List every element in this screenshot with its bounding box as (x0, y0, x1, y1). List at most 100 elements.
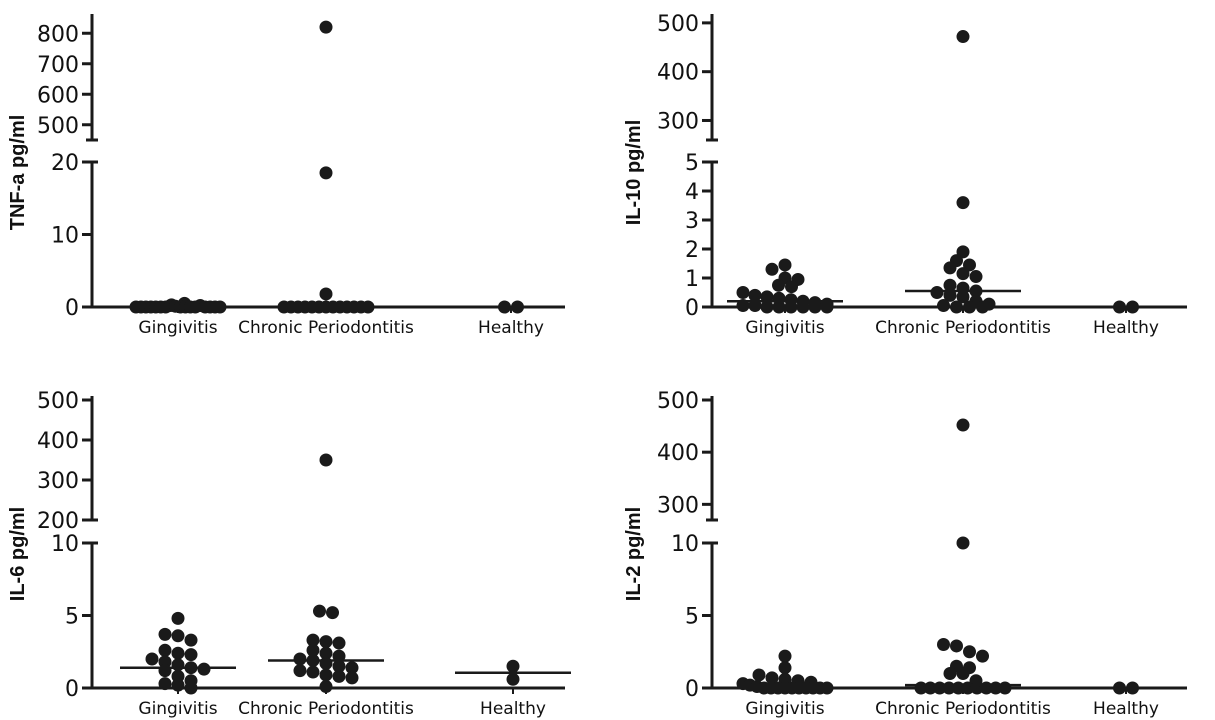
x-category-label: Gingivitis (138, 699, 217, 719)
y-tick-label: 10 (671, 532, 699, 557)
data-point (171, 629, 185, 643)
x-category-label: Chronic Periodontitis (875, 699, 1051, 719)
data-point (778, 258, 792, 272)
data-point (306, 665, 320, 679)
data-point (319, 668, 333, 682)
data-point (969, 270, 983, 284)
data-point (158, 664, 172, 678)
data-point (748, 288, 762, 302)
data-point (293, 652, 307, 666)
y-tick-label: 5 (685, 151, 699, 176)
data-point (772, 278, 785, 292)
data-point (306, 633, 320, 647)
y-axis-title: IL-10 pg/ml (623, 120, 645, 226)
data-point (319, 656, 333, 670)
data-point (506, 659, 520, 673)
data-point (752, 668, 766, 682)
data-point (976, 300, 989, 314)
data-point (998, 681, 1012, 695)
data-point (950, 300, 963, 314)
data-point (319, 453, 333, 467)
data-point (937, 638, 950, 651)
data-point (772, 300, 786, 314)
data-point (158, 643, 172, 657)
data-point (171, 646, 185, 660)
y-axis-title: IL-6 pg/ml (7, 507, 29, 601)
y-tick-label: 5 (65, 605, 79, 630)
data-point (158, 677, 172, 691)
data-point (778, 649, 792, 663)
chart-panel-1: 0 10 20 500 600 700 800 Gingivitis Chronic Perio… (7, 14, 565, 338)
y-tick-label: 2 (685, 238, 699, 263)
chart-panel-2: 0 1 2 3 4 5 300 400 500 Gingivitis Chronic Periodo… (623, 12, 1187, 338)
data-point (956, 196, 970, 210)
data-point (332, 669, 346, 683)
y-axis-title: IL-2 pg/ml (623, 507, 645, 601)
data-point (506, 672, 520, 686)
y-tick-label: 200 (37, 509, 79, 534)
x-category-label: Gingivitis (745, 699, 824, 719)
data-point (1126, 681, 1139, 695)
data-point (963, 300, 976, 314)
y-tick-label: 300 (657, 493, 699, 518)
y-tick-label: 3 (685, 209, 699, 234)
data-point (511, 300, 524, 314)
data-point (784, 300, 798, 314)
data-point (956, 667, 970, 680)
data-point (1126, 300, 1139, 314)
x-category-label: Chronic Periodontitis (875, 318, 1051, 338)
data-point (171, 678, 185, 692)
chart-panel-4: 0 5 10 300 400 500 Gingivitis Chronic Periodont… (623, 389, 1187, 719)
data-point (158, 627, 172, 641)
y-tick-label: 500 (657, 12, 699, 37)
data-point (976, 649, 989, 663)
data-point (796, 300, 810, 314)
data-point (765, 671, 779, 685)
y-tick-label: 0 (65, 677, 79, 702)
data-point (319, 166, 333, 180)
data-point (197, 662, 211, 676)
y-tick-label: 400 (37, 429, 79, 454)
data-point (956, 536, 970, 550)
y-tick-label: 500 (37, 114, 79, 139)
y-tick-label: 10 (51, 224, 79, 249)
y-tick-label: 0 (685, 296, 699, 321)
x-category-label: Chronic Periodontitis (238, 318, 414, 338)
data-point (313, 604, 326, 618)
data-point (498, 300, 511, 314)
data-point (930, 286, 944, 299)
x-category-label: Healthy (1093, 318, 1159, 338)
data-point (293, 664, 307, 678)
data-point (306, 643, 320, 657)
x-category-label: Gingivitis (138, 318, 217, 338)
data-point (319, 646, 333, 660)
data-point (319, 287, 333, 301)
data-point (319, 680, 333, 694)
data-point (943, 278, 957, 292)
data-point (319, 20, 333, 34)
data-point (332, 659, 346, 673)
y-tick-label: 600 (37, 83, 79, 108)
data-point (943, 261, 957, 275)
data-point (345, 661, 359, 675)
data-point (808, 300, 822, 314)
x-category-label: Gingivitis (745, 318, 824, 338)
data-point (184, 648, 198, 662)
data-point (326, 606, 339, 620)
data-point (184, 681, 198, 695)
y-tick-label: 20 (51, 151, 79, 176)
y-tick-label: 700 (37, 53, 79, 78)
y-tick-label: 500 (657, 389, 699, 414)
y-tick-label: 400 (657, 441, 699, 466)
data-point (956, 418, 970, 432)
data-point (778, 661, 792, 675)
data-point (736, 286, 750, 299)
x-category-label: Healthy (478, 318, 544, 338)
y-tick-label: 5 (685, 605, 699, 630)
data-point (760, 300, 774, 314)
y-tick-label: 800 (37, 22, 79, 47)
data-point (943, 667, 957, 680)
data-point (820, 300, 834, 314)
